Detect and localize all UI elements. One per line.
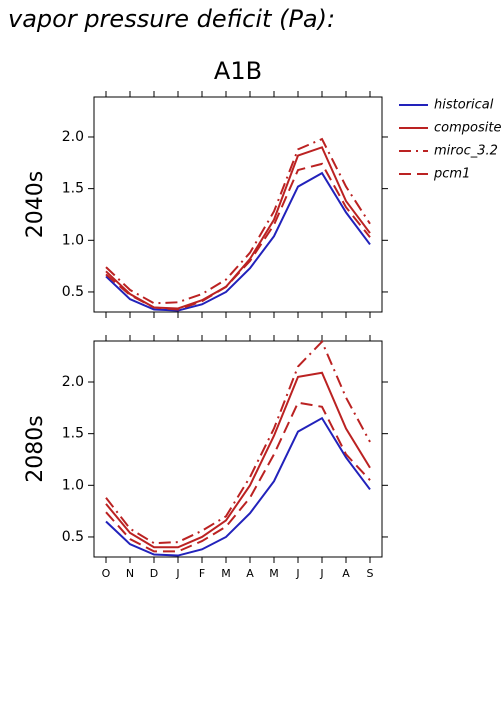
x-tick-label: A [342,567,350,580]
y-axis-label: 2080s [23,415,48,482]
x-tick-label: J [295,567,299,580]
legend-label: miroc_3.2 [434,144,498,159]
series-line [105,416,371,557]
legend-label: historical [434,98,494,113]
series-line [105,137,371,305]
series-line [105,339,371,545]
plot-frame [93,340,383,558]
x-tick-label: O [102,567,111,580]
x-tick-label: S [367,567,374,580]
series-line [105,146,371,310]
series-line [105,171,371,312]
y-tick-label: 2.0 [62,129,84,145]
plot-frame [93,96,383,313]
y-tick-label: 0.5 [62,529,84,545]
x-tick-label: M [269,567,279,580]
legend-label: pcm1 [433,167,470,182]
x-tick-label: J [319,567,323,580]
series-line [105,371,371,549]
x-tick-label: M [221,567,231,580]
x-tick-label: N [126,567,134,580]
series-line [105,401,371,553]
y-axis-label: 2040s [23,171,48,238]
chart-subtitle: A1B [214,57,262,85]
x-tick-label: D [150,567,158,580]
y-tick-label: 1.5 [62,181,84,197]
page-title: vapor pressure deficit (Pa): [8,5,335,33]
y-tick-label: 0.5 [62,284,84,300]
y-tick-label: 2.0 [62,374,84,390]
series-line [105,162,371,311]
legend-label: composite [434,121,501,136]
x-tick-label: F [199,567,205,580]
y-tick-label: 1.5 [62,426,84,442]
y-tick-label: 1.0 [62,232,84,248]
x-tick-label: A [246,567,254,580]
x-tick-label: J [175,567,179,580]
y-tick-label: 1.0 [62,477,84,493]
